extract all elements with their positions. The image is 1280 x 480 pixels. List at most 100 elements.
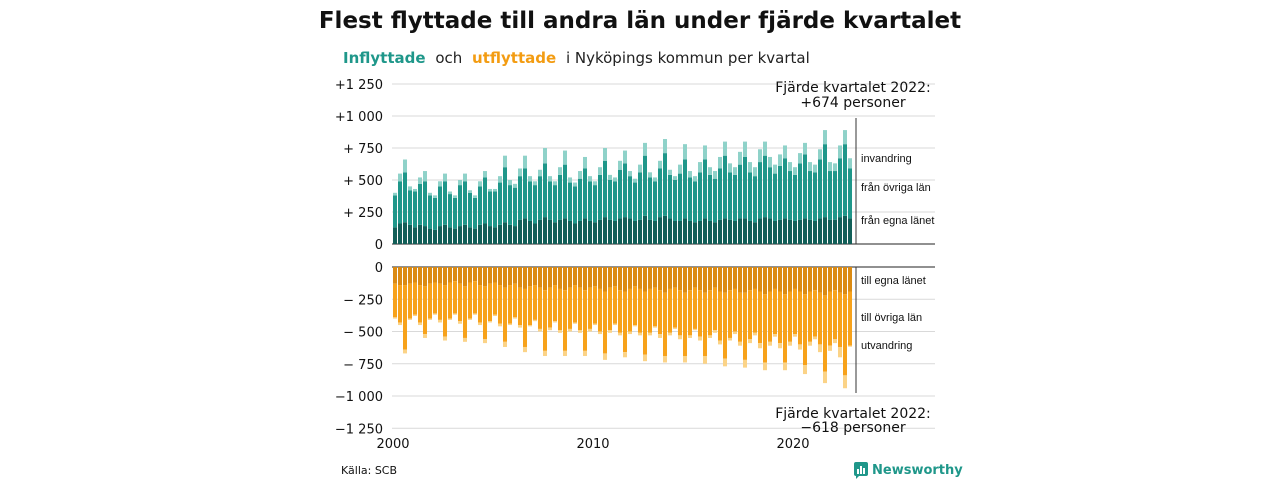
bar-out-1 — [413, 282, 417, 315]
bar-in-2 — [788, 162, 792, 172]
newsworthy-logo[interactable]: Newsworthy — [854, 462, 963, 479]
bar-in-2 — [753, 167, 757, 177]
bar-in-0 — [498, 224, 502, 244]
bar-in-1 — [573, 186, 577, 224]
bar-out-1 — [733, 288, 737, 332]
bar-out-1 — [753, 288, 757, 333]
bar-out-1 — [798, 291, 802, 345]
bar-in-1 — [813, 172, 817, 221]
bar-out-2 — [768, 341, 772, 346]
bar-out-0 — [433, 267, 437, 283]
bar-in-1 — [463, 181, 467, 225]
bar-out-2 — [398, 322, 402, 326]
bar-out-2 — [463, 337, 467, 342]
bar-in-1 — [563, 164, 567, 219]
bar-out-0 — [413, 267, 417, 283]
bar-out-0 — [398, 267, 402, 286]
bar-in-1 — [598, 174, 602, 220]
bar-out-0 — [438, 267, 442, 284]
bar-out-2 — [423, 334, 427, 338]
bar-in-1 — [688, 177, 692, 221]
bar-out-0 — [543, 267, 547, 291]
bar-out-0 — [648, 267, 652, 289]
bar-out-0 — [638, 267, 642, 289]
bar-in-1 — [593, 185, 597, 223]
bar-in-2 — [523, 155, 527, 169]
bar-in-2 — [393, 192, 397, 196]
bar-out-0 — [743, 267, 747, 293]
bar-in-0 — [833, 219, 837, 244]
bar-in-0 — [718, 219, 722, 244]
bar-out-2 — [443, 336, 447, 341]
bar-out-2 — [718, 340, 722, 345]
bar-out-0 — [653, 267, 657, 288]
bar-out-0 — [523, 267, 527, 289]
bar-in-2 — [593, 181, 597, 186]
bar-in-2 — [683, 144, 687, 160]
bar-in-1 — [423, 181, 427, 227]
bar-out-0 — [593, 267, 597, 287]
bar-out-1 — [598, 288, 602, 332]
bar-out-1 — [433, 282, 437, 314]
bar-out-0 — [598, 267, 602, 289]
bar-in-0 — [613, 220, 617, 244]
bar-out-0 — [668, 267, 672, 289]
bar-out-0 — [428, 267, 432, 284]
y-tick-label-top: + 250 — [343, 206, 383, 221]
bar-in-2 — [663, 139, 667, 154]
bar-out-2 — [688, 335, 692, 338]
bar-out-2 — [818, 344, 822, 353]
bar-in-0 — [398, 223, 402, 244]
bar-in-0 — [553, 222, 557, 244]
bar-in-2 — [843, 130, 847, 145]
bar-out-0 — [548, 267, 552, 288]
bar-out-1 — [703, 292, 707, 357]
bar-in-1 — [693, 181, 697, 223]
bar-in-1 — [623, 163, 627, 218]
bar-in-1 — [663, 153, 667, 216]
bar-out-0 — [528, 267, 532, 287]
bar-in-1 — [583, 168, 587, 219]
bar-in-0 — [588, 220, 592, 244]
bar-in-0 — [458, 226, 462, 244]
bar-out-1 — [773, 288, 777, 335]
bar-out-2 — [523, 346, 527, 353]
bar-out-0 — [608, 267, 612, 288]
bar-out-2 — [673, 327, 677, 329]
bar-in-1 — [603, 160, 607, 218]
bar-out-0 — [773, 267, 777, 289]
bar-in-0 — [463, 224, 467, 244]
bar-out-1 — [393, 283, 397, 318]
bar-in-2 — [668, 169, 672, 175]
x-tick-label: 2010 — [576, 437, 609, 452]
bar-out-0 — [673, 267, 677, 288]
bar-in-1 — [833, 171, 837, 220]
bar-in-0 — [583, 218, 587, 244]
bar-in-2 — [738, 151, 742, 165]
bar-in-1 — [753, 176, 757, 223]
subtitle-rest: i Nyköpings kommun per kvartal — [566, 49, 810, 67]
bar-out-1 — [518, 287, 522, 326]
bar-in-2 — [573, 182, 577, 187]
bar-in-2 — [783, 145, 787, 159]
bar-in-1 — [843, 144, 847, 216]
bar-in-2 — [583, 156, 587, 169]
bar-in-0 — [843, 215, 847, 244]
bar-out-2 — [538, 328, 542, 332]
bar-out-1 — [403, 285, 407, 350]
bar-in-1 — [743, 156, 747, 219]
bar-out-1 — [763, 294, 767, 363]
bar-out-2 — [838, 346, 842, 358]
bar-out-1 — [523, 288, 527, 347]
bar-in-0 — [728, 219, 732, 244]
bar-out-1 — [833, 290, 837, 340]
bar-out-2 — [618, 332, 622, 336]
bar-out-1 — [803, 294, 807, 366]
bar-out-1 — [423, 286, 427, 335]
y-tick-label-top: + 500 — [343, 174, 383, 189]
bar-in-2 — [643, 142, 647, 156]
y-tick-label-bottom: 0 — [375, 261, 383, 276]
bar-in-1 — [658, 168, 662, 218]
bar-out-2 — [653, 326, 657, 328]
bar-out-1 — [473, 281, 477, 314]
